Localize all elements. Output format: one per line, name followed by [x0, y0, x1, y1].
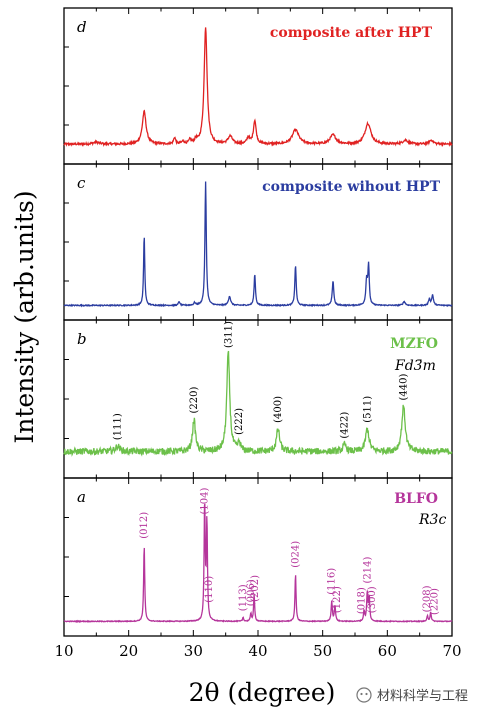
x-tick-label: 20 — [119, 642, 138, 660]
x-tick-label: 50 — [313, 642, 332, 660]
series-line-d — [63, 27, 453, 148]
peak-label: (220) — [189, 387, 200, 414]
peak-label: (113) — [238, 584, 249, 611]
peak-label: (222) — [234, 408, 245, 435]
peak-label: (220) — [430, 588, 441, 615]
y-axis-title: Intensity (arb.units) — [10, 190, 39, 443]
peak-label: (208) — [422, 585, 433, 612]
panel-c: c composite wihout HPT — [63, 163, 453, 321]
phase-label-a: R3c — [418, 512, 446, 528]
x-axis-title: 2θ (degree) — [189, 678, 336, 707]
peak-label: (110) — [204, 576, 215, 603]
panel-letter-c: c — [77, 174, 86, 192]
peak-label: (511) — [362, 396, 373, 423]
series-line-a — [63, 503, 453, 623]
series-name-d: composite after HPT — [270, 25, 433, 41]
phase-label-b: Fd3̄m — [394, 358, 436, 374]
peak-label: (024) — [291, 541, 302, 568]
panel-a: a BLFO R3c (012) (104) (110) (113)(006)(202) (0… — [63, 477, 453, 637]
peak-label: (111) — [113, 413, 124, 440]
peak-label: (214) — [362, 557, 373, 584]
x-tick-label: 60 — [378, 642, 397, 660]
series-line-c — [63, 181, 453, 308]
x-tick-label: 30 — [184, 642, 203, 660]
peak-label: (104) — [199, 488, 210, 515]
peak-label: (116) — [327, 568, 338, 595]
watermark: 材料科学与工程 — [356, 687, 468, 704]
panel-letter-d: d — [77, 18, 87, 36]
peak-label: (440) — [399, 374, 410, 401]
peak-label: (122) — [332, 586, 343, 613]
panel-letter-b: b — [77, 330, 87, 348]
series-name-a: BLFO — [394, 491, 438, 507]
x-axis: 10 20 30 40 50 60 70 — [54, 642, 461, 660]
peak-label: (400) — [273, 396, 284, 423]
panel-letter-a: a — [77, 488, 86, 506]
panels-layer: d composite after HPT c composite wihout HP… — [63, 7, 453, 637]
series-line-b — [63, 350, 453, 457]
wechat-icon — [356, 687, 372, 703]
peak-label: (202) — [250, 575, 261, 602]
x-tick-label: 10 — [54, 642, 73, 660]
peak-label: (311) — [223, 321, 234, 348]
x-tick-label: 70 — [442, 642, 461, 660]
watermark-text: 材料科学与工程 — [377, 688, 468, 704]
peak-label: (422) — [340, 412, 351, 439]
series-name-c: composite wihout HPT — [262, 179, 440, 195]
peak-label: (006) — [246, 579, 257, 606]
peak-label: (012) — [139, 512, 150, 539]
panel-b: b MZFO Fd3̄m (111) (220) (311) (222) (400) (422)… — [63, 319, 453, 479]
peak-label: (300) — [367, 586, 378, 613]
series-name-b: MZFO — [390, 336, 438, 352]
panel-d: d composite after HPT — [63, 7, 453, 165]
peak-label: (018) — [357, 587, 368, 614]
x-tick-label: 40 — [248, 642, 267, 660]
